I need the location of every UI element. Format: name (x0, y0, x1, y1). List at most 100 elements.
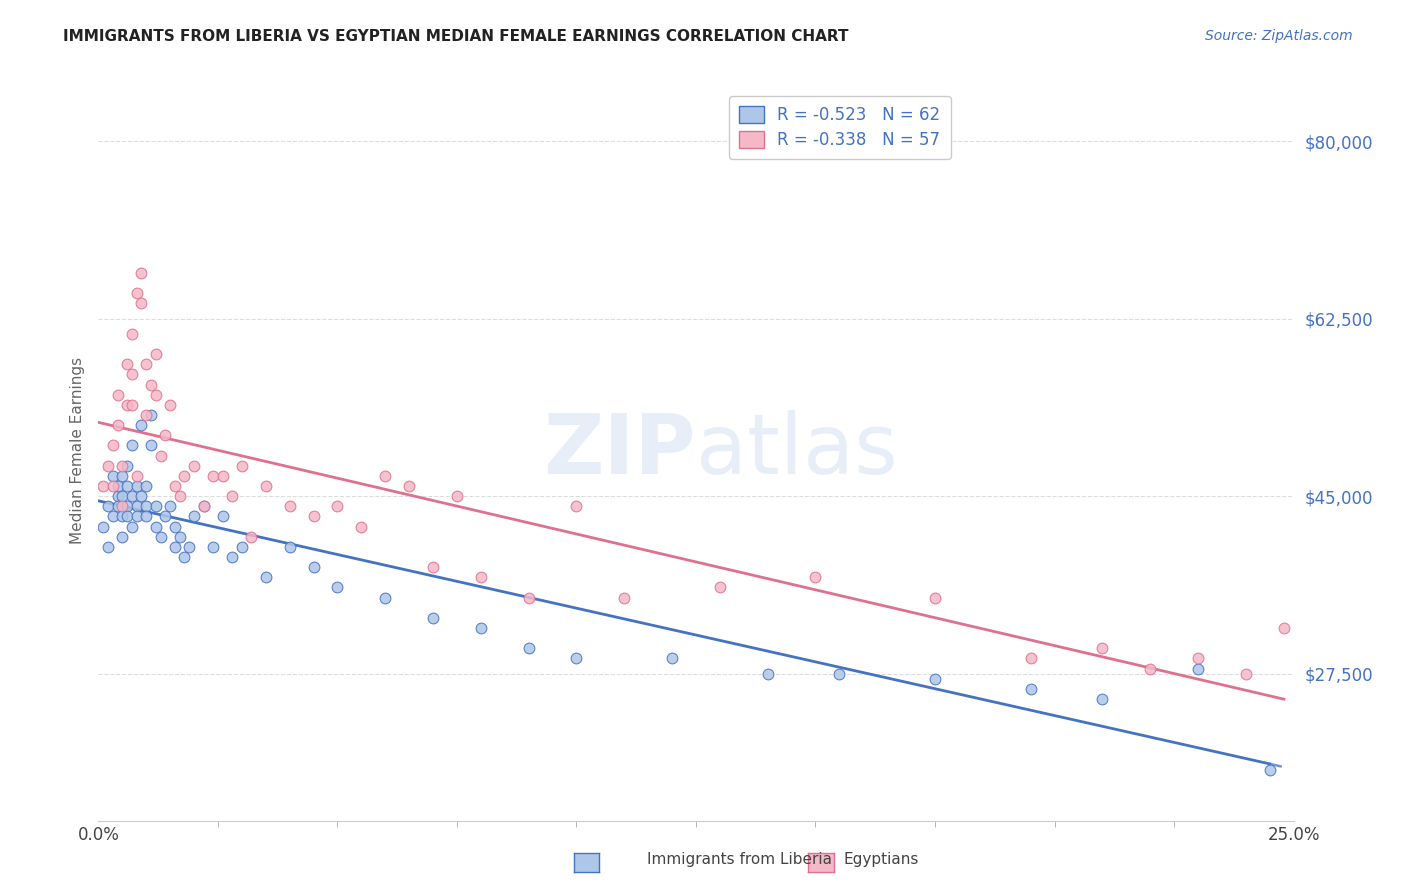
Point (240, 530, 263, 544)
Point (278, 540, 301, 554)
Point (145, 347, 167, 361)
Point (254, 570, 277, 584)
Point (661, 651, 683, 665)
Point (115, 479, 138, 493)
Point (231, 540, 253, 554)
Point (1091, 692, 1114, 706)
Point (91, 519, 114, 533)
Point (121, 398, 143, 412)
Point (211, 509, 233, 524)
Point (155, 509, 177, 524)
Point (1187, 661, 1209, 675)
Point (1258, 763, 1281, 777)
Point (173, 468, 195, 483)
Point (125, 509, 148, 524)
Point (302, 560, 325, 574)
Point (115, 458, 138, 473)
Point (107, 479, 129, 493)
Point (446, 489, 468, 503)
Point (756, 666, 779, 681)
Point (193, 500, 215, 514)
Point (149, 530, 172, 544)
Text: Egyptians: Egyptians (844, 852, 920, 867)
Point (183, 458, 205, 473)
Point (115, 398, 138, 412)
Point (135, 357, 157, 371)
Point (97, 540, 120, 554)
Point (1272, 621, 1295, 635)
Point (422, 560, 444, 574)
Point (101, 479, 124, 493)
Point (924, 672, 946, 686)
Point (179, 540, 201, 554)
Point (1139, 661, 1161, 675)
Point (131, 418, 153, 433)
Point (221, 549, 243, 564)
Point (97, 458, 120, 473)
Point (398, 479, 420, 493)
Point (302, 509, 325, 524)
Point (155, 428, 177, 442)
Text: IMMIGRANTS FROM LIBERIA VS EGYPTIAN MEDIAN FEMALE EARNINGS CORRELATION CHART: IMMIGRANTS FROM LIBERIA VS EGYPTIAN MEDI… (63, 29, 849, 45)
Text: Source: ZipAtlas.com: Source: ZipAtlas.com (1205, 29, 1353, 44)
Text: Immigrants from Liberia: Immigrants from Liberia (647, 852, 832, 867)
Point (135, 408, 157, 422)
Point (131, 266, 153, 280)
Point (211, 468, 233, 483)
Point (97, 500, 120, 514)
Point (326, 580, 349, 594)
Point (101, 509, 124, 524)
Point (111, 458, 134, 473)
Point (139, 408, 162, 422)
Point (115, 500, 138, 514)
Point (350, 519, 373, 533)
Point (804, 570, 827, 584)
Point (254, 479, 277, 493)
Point (121, 438, 143, 452)
Point (135, 509, 157, 524)
Point (107, 387, 129, 401)
Point (1019, 681, 1042, 696)
Point (613, 591, 636, 605)
Point (145, 387, 167, 401)
Point (374, 468, 396, 483)
Point (125, 500, 148, 514)
Point (131, 489, 153, 503)
Point (101, 438, 124, 452)
Point (135, 500, 157, 514)
Point (517, 591, 540, 605)
Point (121, 326, 143, 341)
Point (173, 549, 195, 564)
Point (231, 458, 253, 473)
Point (121, 368, 143, 382)
Legend: R = -0.523   N = 62, R = -0.338   N = 57: R = -0.523 N = 62, R = -0.338 N = 57 (730, 96, 950, 159)
Point (107, 418, 129, 433)
Point (202, 540, 225, 554)
Point (169, 530, 191, 544)
Point (470, 570, 492, 584)
Point (565, 651, 588, 665)
Point (121, 489, 143, 503)
Text: atlas: atlas (696, 410, 897, 491)
Point (111, 468, 134, 483)
Point (924, 591, 946, 605)
Point (1019, 651, 1042, 665)
Point (470, 621, 492, 635)
Point (517, 641, 540, 656)
Point (193, 500, 215, 514)
Point (111, 489, 134, 503)
Point (145, 500, 167, 514)
Point (149, 449, 172, 463)
Point (125, 286, 148, 301)
Point (159, 500, 181, 514)
Point (115, 509, 138, 524)
Text: ZIP: ZIP (544, 410, 696, 491)
Point (1091, 641, 1114, 656)
Point (111, 500, 134, 514)
Point (326, 500, 349, 514)
Point (1234, 666, 1257, 681)
Point (115, 357, 138, 371)
Point (163, 479, 186, 493)
Point (139, 438, 162, 452)
Point (159, 398, 181, 412)
